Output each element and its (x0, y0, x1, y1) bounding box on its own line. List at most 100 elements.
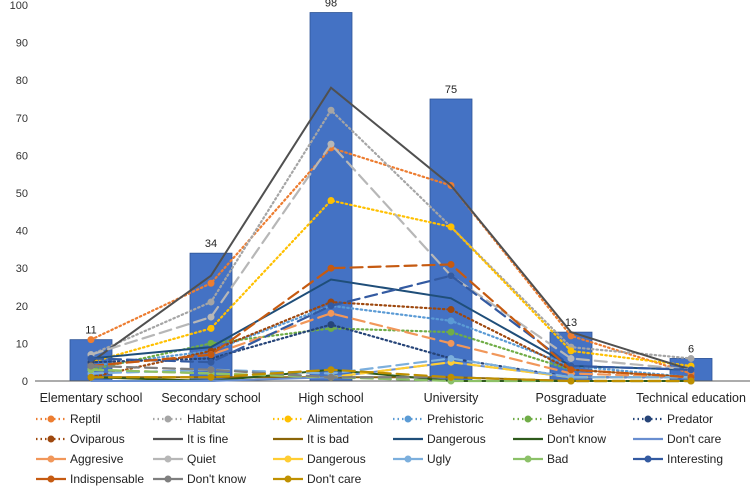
legend-item: Reptil (35, 412, 101, 426)
legend-label: Indispensable (70, 472, 145, 486)
plot-area: 0 10 20 30 40 50 60 70 80 90 100 11 34 98 75 13 6 Element… (10, 0, 750, 405)
series-indispensable (87, 260, 695, 381)
legend-label: Predator (667, 412, 714, 426)
data-point (447, 339, 455, 347)
data-point (447, 328, 455, 336)
legend-item: Interesting (632, 452, 723, 466)
series-line (89, 142, 693, 371)
data-point (567, 332, 575, 340)
data-point (327, 366, 335, 374)
data-point (447, 260, 455, 268)
series-line (89, 263, 693, 379)
legend-item: Aggresive (35, 452, 123, 466)
x-tick-label: Secondary school (161, 391, 260, 405)
data-point (567, 366, 575, 374)
legend-item: Oviparous (35, 432, 125, 446)
legend-swatch-icon (153, 475, 183, 483)
legend-item: Indispensable (35, 472, 144, 486)
x-tick-label: Posgraduate (536, 391, 607, 405)
series-line (90, 86, 692, 371)
legend-label: Dangerous (427, 432, 486, 446)
data-point (327, 264, 335, 272)
legend-swatch-icon (36, 455, 66, 463)
legend-swatch-icon (633, 437, 663, 441)
data-point (687, 366, 695, 374)
legend-label: Oviparous (70, 432, 125, 446)
legend-item: Bad (512, 452, 568, 466)
legend-label: Habitat (187, 412, 226, 426)
legend-swatch-icon (273, 415, 303, 423)
data-point (447, 354, 455, 362)
data-point (207, 324, 215, 332)
data-point (207, 351, 215, 359)
bar (309, 12, 353, 382)
series-line (89, 108, 693, 360)
y-tick-label: 10 (16, 338, 28, 350)
bar-data-label: 98 (325, 0, 337, 10)
series-dangerous (90, 278, 692, 371)
legend-label: Interesting (667, 452, 724, 466)
data-point (87, 362, 95, 370)
data-point (327, 321, 335, 329)
legend-label: Aggresive (70, 452, 124, 466)
legend-swatch-icon (393, 415, 423, 423)
data-point (327, 140, 335, 148)
bar-data-label: 75 (445, 84, 457, 96)
data-point (207, 358, 215, 366)
data-point (567, 377, 575, 385)
series-line (90, 278, 692, 371)
data-point (207, 279, 215, 287)
legend-swatch-icon (153, 437, 183, 441)
legend-swatch-icon (36, 415, 66, 423)
legend-label: Don't know (187, 472, 246, 486)
data-point (327, 309, 335, 317)
y-tick-label: 40 (16, 226, 28, 238)
x-tick-label: High school (298, 391, 363, 405)
bar-data-label: 34 (205, 238, 217, 250)
data-point (207, 298, 215, 306)
data-point (687, 354, 695, 362)
series-alimentation (87, 197, 695, 370)
legend-swatch-icon (36, 475, 66, 483)
data-point (327, 302, 335, 310)
legend-label: Quiet (187, 452, 216, 466)
legend-swatch-icon (153, 415, 183, 423)
legend-label: Don't know (547, 432, 606, 446)
legend-label: Alimentation (307, 412, 374, 426)
legend-swatch-icon (273, 475, 303, 483)
bar-data-label: 13 (565, 317, 577, 329)
legend-swatch-icon (633, 455, 663, 463)
x-tick-label: Elementary school (40, 391, 143, 405)
y-tick-label: 80 (16, 75, 28, 87)
y-tick-label: 70 (16, 113, 28, 125)
series-habitat (87, 106, 695, 362)
series-line (89, 274, 693, 371)
legend-swatch-icon (633, 415, 663, 423)
legend-swatch-icon (273, 455, 303, 463)
data-point (447, 373, 455, 381)
legend-swatch-icon (513, 455, 543, 463)
legend-label: Reptil (70, 412, 101, 426)
x-tick-label: University (424, 391, 480, 405)
data-point (447, 223, 455, 231)
series-it-is-fine (90, 86, 692, 371)
data-point (327, 106, 335, 114)
series-don-t-care (87, 366, 695, 385)
y-tick-label: 60 (16, 150, 28, 162)
data-point (207, 313, 215, 321)
legend-label: Behavior (547, 412, 595, 426)
legend-label: Ugly (427, 452, 452, 466)
legend-item: Dangerous (392, 432, 486, 446)
x-tick-label: Technical education (636, 391, 746, 405)
data-point (447, 317, 455, 325)
legend-label: Bad (547, 452, 569, 466)
bar-data-label: 6 (688, 343, 694, 355)
y-tick-label: 50 (16, 188, 28, 200)
legend-item: Ugly (392, 452, 451, 466)
data-point (687, 377, 695, 385)
legend-swatch-icon (393, 437, 423, 441)
data-point (207, 366, 215, 374)
legend-swatch-icon (393, 455, 423, 463)
legend-item: Behavior (512, 412, 594, 426)
